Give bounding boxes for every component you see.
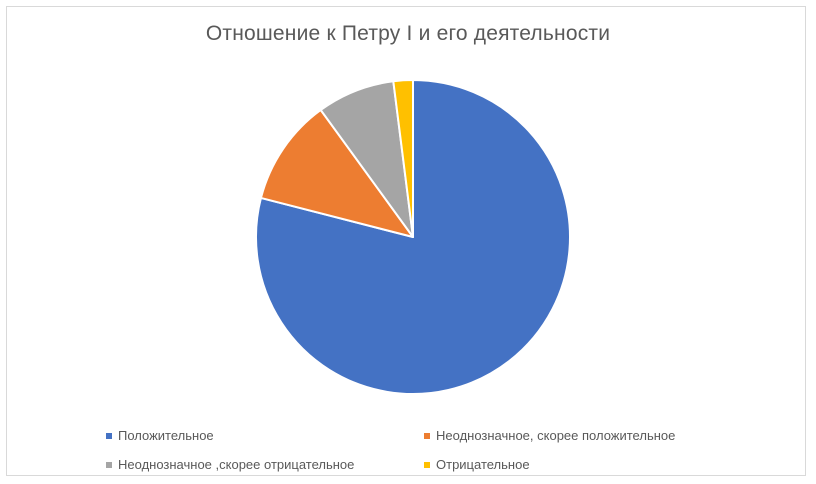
- chart-title: Отношение к Петру I и его деятельности: [205, 22, 611, 45]
- legend-item-ambiguous-negative: Неоднозначное ,скорее отрицательное: [106, 457, 354, 472]
- legend-label-negative: Отрицательное: [436, 457, 530, 472]
- legend-item-negative: Отрицательное: [424, 457, 530, 472]
- legend-swatch-positive: [106, 432, 112, 439]
- legend-label-ambiguous-negative: Неоднозначное ,скорее отрицательное: [118, 457, 355, 472]
- legend-item-ambiguous-positive: Неоднозначное, скорее положительное: [424, 428, 675, 443]
- legend-swatch-ambiguous-positive: [424, 432, 430, 439]
- legend-label-ambiguous-positive: Неоднозначное, скорее положительное: [436, 428, 676, 443]
- legend-swatch-ambiguous-negative: [106, 461, 112, 468]
- legend-item-positive: Положительное: [106, 428, 214, 443]
- pie-slice-positive: [255, 79, 571, 395]
- pie-slice-ambiguous-positive: [259, 108, 414, 238]
- pie-slice-negative: [392, 79, 414, 238]
- legend-label-positive: Положительное: [118, 428, 214, 443]
- legend-swatch-negative: [424, 461, 430, 468]
